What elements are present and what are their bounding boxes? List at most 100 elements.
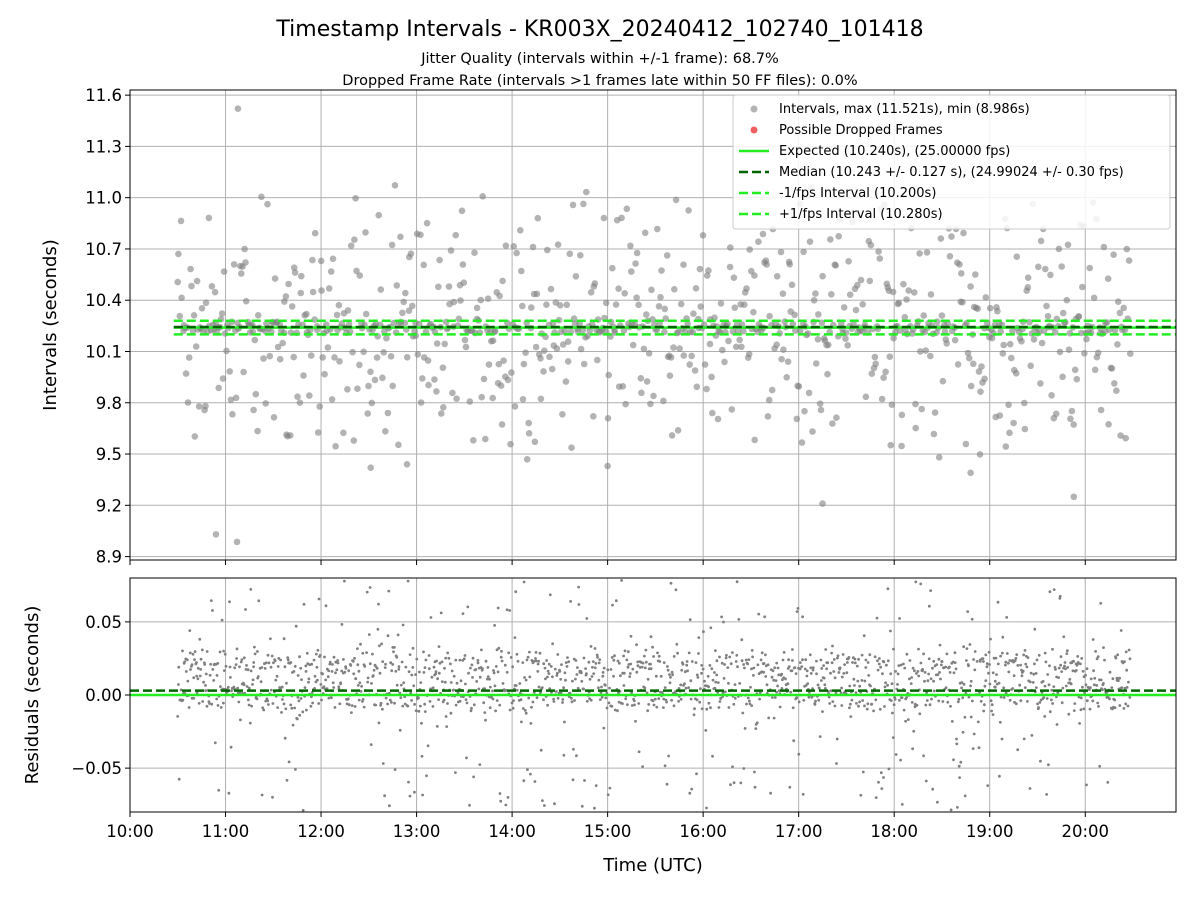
x-axis-label: Time (UTC) [602, 855, 703, 876]
residual-point [599, 691, 603, 694]
residual-point [281, 698, 284, 701]
residual-point [849, 715, 853, 718]
residual-point [177, 777, 181, 781]
residual-point [422, 650, 425, 654]
residual-point [865, 707, 869, 711]
residual-point [955, 742, 959, 746]
residual-point [565, 665, 569, 668]
residual-point [702, 630, 705, 634]
residual-point [563, 720, 566, 724]
residual-point [740, 638, 744, 642]
residual-point [452, 674, 456, 678]
interval-point [1043, 302, 1050, 310]
residual-point [1079, 708, 1083, 712]
residual-point [654, 674, 658, 678]
residual-point [1081, 685, 1084, 689]
residual-point [1057, 666, 1061, 670]
residual-point [932, 659, 936, 663]
residual-point [905, 652, 909, 656]
residual-point [256, 675, 260, 678]
residual-point [256, 650, 259, 653]
residual-point [296, 695, 300, 699]
residual-point [879, 771, 883, 775]
interval-point [1120, 304, 1127, 312]
residual-point [625, 658, 629, 662]
residual-point [585, 699, 589, 703]
residual-point [641, 661, 645, 665]
residual-point [544, 677, 547, 681]
interval-point [1064, 241, 1072, 249]
residuals-y-tick-label: 0.00 [85, 686, 122, 705]
residual-point [687, 686, 690, 690]
residual-point [515, 652, 519, 656]
residual-point [317, 597, 321, 601]
interval-point [489, 337, 497, 345]
residual-point [962, 645, 966, 649]
interval-point [800, 248, 807, 256]
intervals-y-tick-label: 9.2 [96, 496, 122, 515]
residual-point [388, 698, 392, 702]
residual-point [903, 666, 907, 670]
interval-point [1026, 319, 1033, 326]
interval-point [615, 285, 622, 293]
interval-point [677, 300, 685, 308]
residual-point [230, 689, 233, 693]
residual-point [432, 665, 436, 669]
residual-point [622, 654, 625, 658]
residual-point [606, 793, 610, 797]
residual-point [820, 679, 823, 682]
residual-point [697, 652, 700, 655]
residual-point [798, 667, 802, 671]
residual-point [378, 644, 381, 648]
residuals-y-axis-label: Residuals (seconds) [22, 606, 43, 785]
residual-point [894, 753, 898, 756]
residual-point [1016, 748, 1020, 752]
residual-point [1019, 699, 1023, 703]
residual-point [969, 679, 973, 683]
residual-point [186, 679, 190, 683]
residual-point [571, 679, 574, 683]
residual-point [488, 706, 492, 710]
residual-point [423, 702, 427, 706]
residual-point [662, 706, 665, 709]
residual-point [390, 669, 394, 673]
residual-point [1068, 678, 1072, 681]
residual-point [419, 681, 423, 684]
residual-point [530, 705, 533, 709]
interval-point [882, 368, 889, 376]
residual-point [816, 683, 820, 687]
residual-point [832, 658, 836, 661]
interval-point [777, 248, 785, 256]
residual-point [380, 642, 383, 646]
legend: Intervals, max (11.521s), min (8.986s) P… [732, 94, 1171, 230]
interval-point [553, 345, 561, 352]
residuals-y-tick-label: −0.05 [71, 759, 122, 778]
residual-point [885, 663, 888, 667]
residual-point [908, 659, 912, 662]
interval-point [425, 381, 432, 389]
residual-point [760, 651, 764, 655]
residual-point [211, 668, 215, 671]
interval-point [574, 328, 582, 335]
residual-point [973, 650, 977, 653]
residual-point [728, 655, 732, 659]
residual-point [311, 701, 314, 705]
interval-point [900, 280, 907, 288]
interval-point [383, 334, 390, 342]
residual-point [1004, 660, 1008, 664]
interval-point [1110, 251, 1117, 258]
interval-point [211, 288, 219, 296]
residual-point [1092, 669, 1095, 673]
residual-point [257, 599, 261, 603]
interval-point [559, 411, 566, 418]
interval-point [1018, 338, 1025, 345]
residual-point [591, 660, 595, 663]
interval-point [182, 370, 190, 377]
interval-point [1048, 392, 1055, 399]
residual-point [891, 711, 894, 715]
residual-point [724, 656, 728, 660]
residual-point [863, 704, 866, 708]
interval-point [229, 411, 236, 418]
residual-point [384, 662, 387, 666]
residual-point [765, 683, 769, 687]
